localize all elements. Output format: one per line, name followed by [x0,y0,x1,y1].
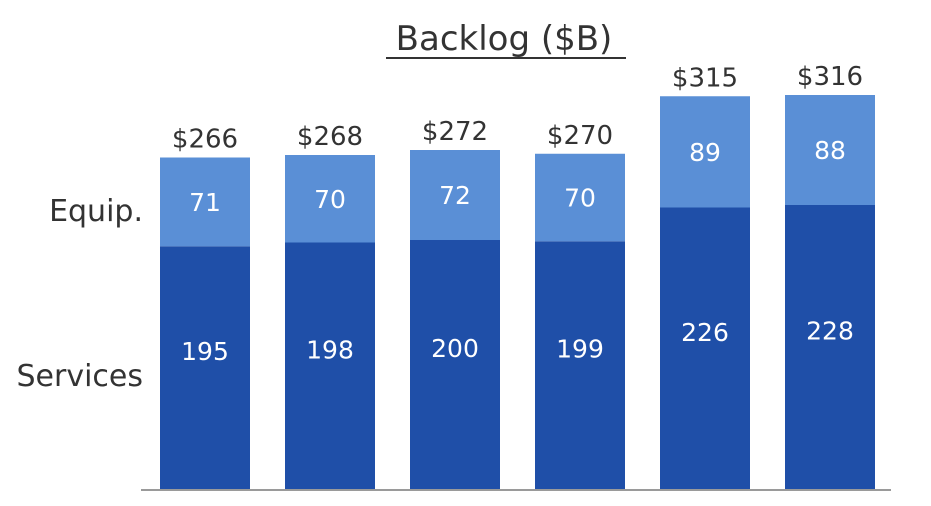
total-label-2: $268 [297,122,363,152]
bar-services-6 [785,205,875,490]
bar-equip-1 [160,157,250,247]
services-value-label-3: 200 [431,334,479,363]
bars-group: 195 71 $266 198 70 $268 200 72 $272 199 70 $270 226 8… [160,62,875,490]
services-value-label-1: 195 [181,337,229,366]
services-value-label-2: 198 [306,335,354,364]
bar-equip-2 [285,155,375,243]
total-label-4: $270 [547,121,613,151]
total-label-1: $266 [172,125,238,155]
equip-value-label-4: 70 [564,184,596,213]
bar-services-5 [660,207,750,490]
bar-equip-5 [660,96,750,208]
equip-value-label-6: 88 [814,136,846,165]
total-label-3: $272 [422,117,488,147]
chart-title: Backlog ($B) [396,19,613,59]
services-value-label-5: 226 [681,318,729,347]
services-value-label-6: 228 [806,317,854,346]
services-row-label: Services [16,359,143,394]
bar-services-1 [160,246,250,490]
bar-services-4 [535,241,625,490]
equip-row-label: Equip. [49,194,143,229]
total-label-6: $316 [797,62,863,92]
bar-equip-3 [410,150,500,240]
bar-services-2 [285,242,375,490]
bar-equip-4 [535,153,625,242]
equip-value-label-2: 70 [314,185,346,214]
equip-value-label-3: 72 [439,181,471,210]
bar-services-3 [410,240,500,490]
equip-value-label-1: 71 [189,188,221,217]
services-value-label-4: 199 [556,335,604,364]
bar-equip-6 [785,95,875,205]
total-label-5: $315 [672,63,738,93]
equip-value-label-5: 89 [689,138,721,167]
